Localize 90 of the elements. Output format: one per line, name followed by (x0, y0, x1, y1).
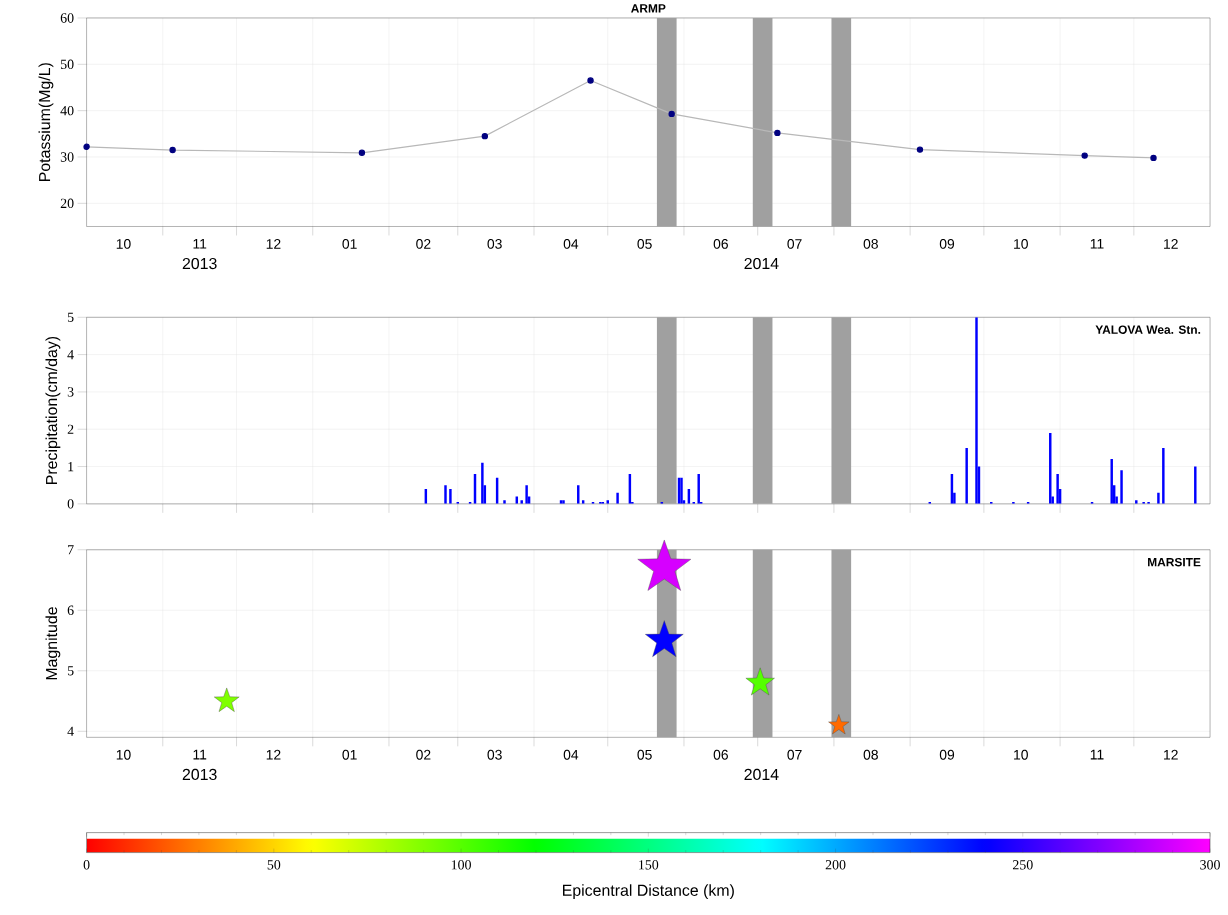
bar (975, 317, 978, 504)
bar (965, 447, 968, 504)
x-tick-label: 09 (939, 749, 955, 760)
x-tick-label: 09 (939, 239, 955, 249)
x-tick-label: 05 (637, 749, 652, 760)
x-tick-label: 11 (193, 749, 207, 760)
color-bar-label: 150 (639, 860, 659, 870)
y-axis-title: Magnitude (45, 607, 61, 680)
bar (481, 462, 484, 504)
x-tick-label: 04 (563, 239, 579, 249)
x-tick-label: 01 (342, 239, 357, 249)
x-tick-label: 03 (487, 749, 502, 760)
text: 2013 (182, 768, 217, 781)
y-tick-label: 2 (67, 424, 74, 434)
text: MARSITE (1148, 558, 1201, 567)
point (1081, 152, 1088, 159)
color-bar-title: Epicentral Distance (km) (563, 884, 734, 900)
point (587, 77, 594, 84)
y-tick-label: 6 (67, 605, 74, 615)
x-tick-label: 11 (1090, 239, 1104, 249)
x-tick-label: 06 (713, 749, 728, 760)
point (916, 146, 924, 153)
color-bar-label: 300 (1200, 860, 1220, 870)
bar (449, 488, 452, 504)
y-tick-label: 5 (67, 312, 74, 322)
point (668, 110, 675, 118)
x-tick-label: 10 (116, 749, 131, 760)
x-tick-label: 12 (1164, 239, 1178, 249)
text: 2013 (182, 257, 217, 270)
x-tick-label: 02 (416, 239, 431, 249)
y-axis-title: Precipitation(cm/day) (45, 336, 61, 484)
color-bar-label: 0 (83, 860, 90, 870)
color-bar-label: 250 (1012, 860, 1033, 870)
point (83, 143, 90, 151)
color-bar-label: 100 (451, 860, 471, 870)
bar (1194, 466, 1197, 504)
x-tick-label: 12 (1164, 749, 1178, 760)
x-tick-label: 02 (416, 749, 431, 760)
text: 2014 (744, 768, 779, 781)
point (1150, 154, 1157, 162)
bar (503, 500, 506, 504)
y-tick-label: 50 (60, 59, 74, 70)
y-tick-label: 1 (68, 461, 74, 472)
y-tick-label: 40 (60, 105, 74, 116)
y-tick-label: 60 (60, 13, 74, 23)
bar (1120, 470, 1123, 504)
bar (697, 474, 700, 504)
bar (1157, 492, 1160, 504)
x-tick-label: 12 (266, 239, 281, 249)
color-bar-label: 200 (825, 860, 846, 870)
y-tick-label: 5 (67, 666, 74, 676)
x-tick-label: 07 (787, 749, 802, 760)
text: YALOVA Wea. Stn. (1095, 325, 1201, 334)
x-tick-label: 07 (787, 239, 802, 249)
bar (1162, 447, 1165, 504)
y-tick-label: 4 (67, 350, 74, 360)
y-tick-label: 4 (67, 726, 74, 736)
y-axis-title: Potassium(Mg/L) (38, 63, 54, 182)
bar (1135, 500, 1138, 504)
x-tick-label: 04 (563, 749, 579, 760)
x-tick-label: 11 (1090, 749, 1104, 760)
x-tick-label: 06 (713, 239, 728, 249)
bar (1056, 474, 1059, 504)
x-tick-label: 08 (863, 749, 878, 760)
x-tick-label: 10 (116, 239, 131, 249)
bar (444, 485, 447, 504)
y-tick-label: 7 (68, 545, 74, 555)
y-tick-label: 20 (60, 198, 74, 209)
point (169, 146, 176, 154)
y-tick-label: 0 (67, 499, 74, 509)
x-tick-label: 05 (637, 239, 652, 249)
bar (616, 492, 619, 504)
bar (1110, 459, 1113, 504)
x-tick-label: 03 (487, 239, 502, 249)
x-tick-label: 12 (266, 749, 281, 760)
x-tick-label: 10 (1014, 239, 1028, 249)
text: 2014 (744, 257, 779, 270)
point (481, 132, 489, 140)
x-tick-label: 11 (193, 239, 207, 249)
x-tick-label: 01 (342, 749, 357, 760)
bar (520, 500, 523, 504)
y-tick-label: 3 (67, 387, 74, 397)
point (774, 129, 781, 137)
chart-title: ARMP (631, 4, 666, 13)
bar (525, 485, 528, 504)
x-tick-label: 10 (1014, 749, 1028, 760)
y-tick-label: 30 (60, 152, 74, 162)
x-tick-label: 08 (863, 239, 878, 249)
color-bar-label: 50 (267, 860, 281, 870)
point (358, 149, 366, 157)
